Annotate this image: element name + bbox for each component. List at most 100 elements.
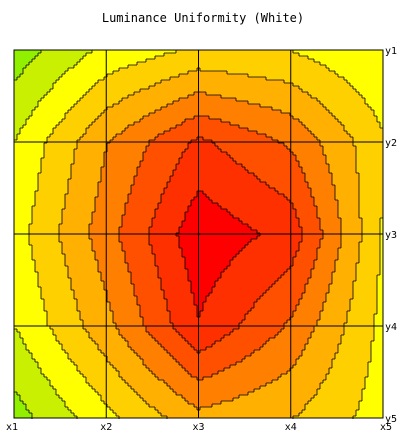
contour-fill-cell [59, 230, 90, 234]
contour-fill-cell [359, 215, 384, 219]
contour-fill-cell [128, 263, 156, 267]
contour-fill-cell [344, 125, 381, 129]
contour-fill-cell [134, 293, 165, 297]
contour-fill-cell [374, 326, 384, 330]
contour-fill-cell [116, 368, 150, 372]
contour-fill-cell [266, 182, 309, 186]
contour-fill-cell [338, 248, 360, 252]
contour-fill-cell [374, 338, 384, 342]
contour-fill-cell [29, 410, 72, 414]
contour-fill-cell [62, 209, 96, 213]
contour-fill-cell [221, 272, 285, 276]
contour-fill-cell [14, 266, 36, 270]
contour-fill-cell [299, 86, 354, 90]
contour-fill-cell [74, 362, 111, 366]
contour-fill-cell [152, 248, 183, 252]
contour-fill-cell [191, 281, 216, 285]
contour-fill-cell [212, 200, 291, 204]
contour-fill-cell [14, 395, 21, 399]
contour-fill-cell [299, 248, 318, 252]
contour-fill-cell [320, 311, 348, 315]
contour-fill-cell [362, 95, 384, 99]
contour-fill-cell [14, 320, 48, 324]
contour-fill-cell [38, 101, 78, 105]
contour-fill-cell [188, 95, 222, 99]
contour-fill-cell [14, 302, 45, 306]
contour-fill-cell [131, 191, 165, 195]
contour-fill-cell [341, 122, 381, 126]
contour-fill-cell [206, 299, 258, 303]
contour-fill-cell [122, 377, 159, 381]
contour-fill-cell [17, 392, 57, 396]
contour-fill-cell [371, 359, 384, 363]
contour-fill-cell [155, 260, 186, 264]
contour-fill-cell [98, 80, 162, 84]
contour-fill-cell [314, 260, 336, 264]
contour-fill-cell [305, 173, 333, 177]
contour-fill-cell [221, 338, 270, 342]
contour-fill-cell [356, 152, 384, 156]
contour-fill-cell [320, 227, 342, 231]
contour-fill-cell [83, 95, 129, 99]
contour-fill-cell [359, 188, 384, 192]
contour-fill-cell [104, 161, 141, 165]
contour-fill-cell [65, 350, 102, 354]
contour-fill-cell [161, 194, 198, 198]
contour-fill-cell [209, 293, 264, 297]
contour-fill-cell [236, 254, 297, 258]
contour-fill-cell [32, 245, 63, 249]
contour-fill-cell [182, 152, 228, 156]
contour-fill-cell [293, 203, 315, 207]
contour-fill-cell [152, 251, 183, 255]
contour-fill-cell [344, 329, 375, 333]
contour-fill-cell [353, 86, 384, 90]
contour-fill-cell [200, 68, 330, 72]
contour-fill-cell [164, 293, 195, 297]
contour-fill-cell [104, 164, 141, 168]
contour-fill-cell [77, 302, 111, 306]
contour-fill-cell [227, 152, 294, 156]
contour-fill-cell [359, 176, 384, 180]
contour-fill-cell [296, 359, 333, 363]
contour-fill-cell [107, 404, 150, 408]
contour-fill-cell [374, 323, 384, 327]
contour-fill-cell [296, 212, 318, 216]
contour-fill-cell [98, 116, 144, 120]
contour-fill-cell [98, 392, 138, 396]
contour-fill-cell [365, 383, 384, 387]
contour-fill-cell [317, 209, 339, 213]
contour-fill-cell [329, 170, 357, 174]
contour-fill-cell [104, 110, 156, 114]
contour-fill-cell [32, 221, 63, 225]
contour-fill-cell [341, 335, 375, 339]
contour-fill-cell [311, 191, 336, 195]
contour-fill-cell [74, 158, 105, 162]
contour-fill-cell [128, 197, 162, 201]
contour-fill-cell [248, 101, 321, 105]
contour-fill-cell [329, 290, 354, 294]
contour-fill-cell [149, 242, 180, 246]
contour-fill-cell [194, 296, 207, 300]
contour-fill-cell [254, 305, 297, 309]
contour-fill-cell [53, 386, 93, 390]
contour-fill-cell [155, 209, 189, 213]
contour-fill-cell [119, 68, 198, 72]
contour-fill-cell [95, 257, 126, 261]
contour-fill-cell [86, 377, 123, 381]
contour-fill-cell [374, 314, 384, 318]
contour-fill-cell [326, 65, 384, 69]
contour-fill-cell [104, 155, 144, 159]
contour-fill-cell [128, 125, 177, 129]
contour-fill-cell [302, 230, 324, 234]
contour-fill-cell [14, 80, 57, 84]
contour-fill-cell [206, 194, 285, 198]
contour-fill-cell [380, 224, 384, 228]
contour-fill-cell [14, 380, 51, 384]
contour-fill-cell [380, 236, 384, 240]
contour-fill-cell [335, 266, 357, 270]
contour-fill-cell [77, 101, 120, 105]
contour-fill-cell [35, 56, 84, 60]
contour-fill-cell [65, 401, 105, 405]
contour-fill-cell [83, 323, 117, 327]
contour-fill-cell [98, 269, 129, 273]
